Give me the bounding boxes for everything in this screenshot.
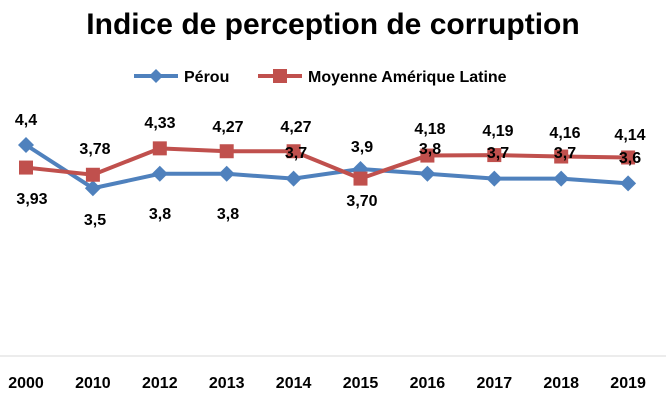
x-tick-label: 2015: [343, 375, 379, 392]
x-tick-label: 2016: [410, 375, 446, 392]
data-point: [152, 141, 167, 156]
legend-label: Pérou: [184, 69, 229, 86]
legend: Pérou Moyenne Amérique Latine: [134, 69, 507, 86]
data-point: [487, 148, 502, 163]
x-tick-label: 2018: [543, 375, 579, 392]
data-label: 3,8: [419, 141, 441, 158]
legend-label: Moyenne Amérique Latine: [308, 69, 507, 86]
data-point: [218, 165, 235, 182]
data-point: [286, 144, 301, 159]
data-point: [486, 170, 503, 187]
data-point: [620, 175, 637, 192]
data-point: [353, 171, 368, 186]
data-point: [285, 170, 302, 187]
data-label: 3,8: [149, 206, 171, 223]
data-label: 3,7: [487, 145, 509, 162]
x-tick-label: 2013: [209, 375, 245, 392]
data-point: [19, 160, 33, 175]
data-point: [554, 149, 569, 164]
data-label: 3,7: [285, 145, 307, 162]
data-label: 3,7: [554, 145, 576, 162]
data-label: 4,4: [15, 112, 37, 129]
diamond-marker-icon: [149, 69, 163, 83]
square-marker-icon: [273, 69, 287, 83]
data-label: 3,6: [619, 150, 641, 167]
series-line-perou: [24, 143, 629, 191]
data-point: [621, 150, 636, 165]
data-label: 3,70: [346, 193, 377, 210]
data-point: [219, 144, 234, 159]
x-tick-label: 2000: [8, 375, 44, 392]
data-label: 4,33: [144, 115, 175, 132]
data-label: 3,9: [351, 139, 373, 156]
data-point: [18, 137, 34, 153]
data-point: [85, 167, 100, 182]
data-label: 4,27: [212, 119, 243, 136]
data-label: 3,78: [79, 141, 110, 158]
x-tick-label: 2014: [276, 375, 312, 392]
x-tick-label: 2017: [477, 375, 513, 392]
data-point: [553, 170, 570, 187]
data-point: [151, 165, 168, 182]
x-tick-label: 2019: [610, 375, 646, 392]
data-label: 4,18: [414, 121, 445, 138]
legend-item-perou: Pérou: [134, 69, 229, 86]
data-point: [420, 148, 435, 163]
data-label: 3,5: [84, 212, 106, 229]
data-label: 4,14: [614, 127, 645, 144]
x-tick-label: 2012: [142, 375, 178, 392]
legend-item-moyenne: Moyenne Amérique Latine: [258, 69, 507, 86]
data-label: 3,8: [217, 206, 239, 223]
x-tick-label: 2010: [75, 375, 111, 392]
data-label: 4,19: [482, 123, 513, 140]
data-label: 3,93: [16, 191, 47, 208]
data-point: [419, 165, 436, 182]
chart-title: Indice de perception de corruption: [86, 8, 579, 41]
data-label: 4,27: [280, 119, 311, 136]
data-point: [84, 180, 101, 197]
data-label: 4,16: [549, 125, 580, 142]
series-line-moyenne: [25, 146, 629, 181]
